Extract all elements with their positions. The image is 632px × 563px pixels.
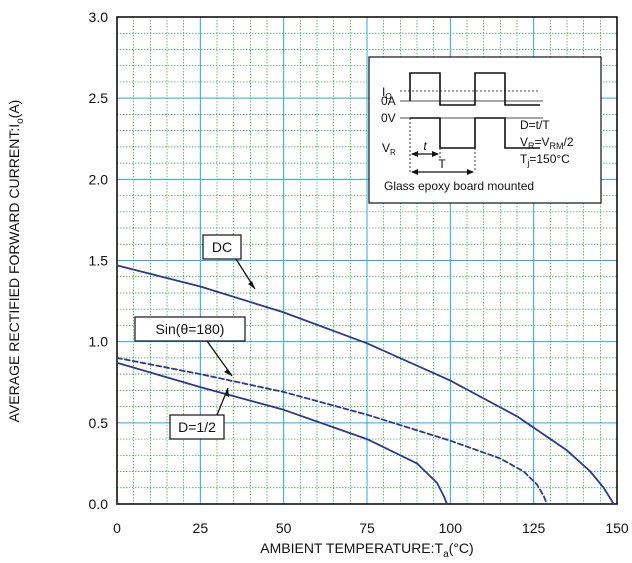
inset-t-small: t (423, 139, 427, 153)
callout-d-half: D=1/2 (169, 387, 229, 440)
y-tick-label: 2.5 (89, 90, 109, 106)
series-layer (116, 264, 615, 505)
callout-sin-label: Sin(θ=180) (156, 321, 225, 337)
inset-vr-eq-a: V (520, 135, 528, 149)
series-line-1 (116, 356, 548, 505)
inset-vr-eq-b: =V (535, 135, 550, 149)
callout-d-half-arrowhead (225, 388, 229, 397)
waveform-inset: IO 0A 0V VR t T D=t/T VR=VRM/2 Tj=150°C … (368, 56, 602, 204)
inset-bigt-arrowhead-right (467, 169, 474, 175)
x-tick-label: 50 (276, 520, 292, 536)
inset-vr-label: VR (382, 141, 396, 157)
y-tick-label: 1.5 (89, 253, 109, 269)
callout-d-half-box (169, 414, 225, 440)
inset-io-label: IO (382, 85, 392, 101)
callout-dc: DC (202, 234, 256, 290)
inset-frame (368, 56, 602, 204)
inset-zero-v-label: 0V (381, 111, 396, 125)
x-tick-labels: 0 25 50 75 100 125 150 (113, 520, 629, 536)
y-tick-label: 2.0 (89, 171, 109, 187)
x-axis-title-unit: (°C) (449, 540, 474, 556)
y-tick-label: 1.0 (89, 334, 109, 350)
x-axis-title: AMBIENT TEMPERATURE:Ta(°C) (260, 540, 473, 560)
callout-sin: Sin(θ=180) (134, 316, 246, 377)
x-tick-label: 25 (193, 520, 209, 536)
callout-d-half-label: D=1/2 (178, 419, 216, 435)
y-axis-title-unit: (A) (6, 100, 22, 119)
y-tick-label: 3.0 (89, 9, 109, 25)
x-tick-label: 125 (522, 520, 546, 536)
inset-bigt-arrowhead-left (411, 169, 418, 175)
inset-vr-main: V (382, 141, 390, 155)
inset-vr-sub: R (390, 148, 396, 157)
callout-dc-arrowhead (248, 281, 255, 289)
x-tick-label: 150 (605, 520, 629, 536)
series-line-2 (116, 361, 448, 505)
y-axis-title-main: AVERAGE RECTIFIED FORWARD CURRENT:I (6, 124, 22, 422)
y-axis-title: AVERAGE RECTIFIED FORWARD CURRENT:Io(A) (6, 100, 26, 423)
inset-io-main: I (382, 85, 385, 99)
y-tick-label: 0.0 (89, 496, 109, 512)
plot-frame (116, 16, 618, 505)
x-tick-label: 0 (113, 520, 121, 536)
inset-t-big: T (438, 157, 446, 171)
inset-tj-sub: j (526, 158, 529, 168)
inset-vr-eq-sub1: R (528, 141, 535, 151)
x-axis-title-sub: a (443, 549, 449, 560)
inset-caption: Glass epoxy board mounted (384, 179, 534, 193)
inset-t-arrowhead-right (432, 151, 439, 157)
inset-vr-eq-sub2: RM (550, 141, 564, 151)
inset-t-arrowhead-left (411, 151, 418, 157)
inset-zero-a-label: 0A (381, 94, 396, 108)
callout-dc-box (202, 234, 242, 260)
inset-voltage-wave (410, 117, 540, 149)
y-tick-labels: 0.0 0.5 1.0 1.5 2.0 2.5 3.0 (89, 9, 109, 512)
callout-sin-arrowhead (224, 369, 232, 376)
inset-tj-equation: Tj=150°C (520, 152, 570, 168)
callout-dc-label: DC (212, 239, 232, 255)
inset-current-wave (409, 72, 540, 106)
inset-tj-a: T (520, 152, 528, 166)
x-tick-label: 100 (439, 520, 463, 536)
inset-vr-equation: VR=VRM/2 (520, 135, 574, 151)
y-tick-label: 0.5 (89, 415, 109, 431)
series-line-0 (116, 264, 615, 505)
y-axis-title-sub: o (15, 118, 26, 124)
inset-io-sub: O (385, 92, 391, 101)
inset-d-equation: D=t/T (520, 118, 550, 132)
x-axis-title-main: AMBIENT TEMPERATURE:T (260, 540, 443, 556)
inset-vr-eq-c: /2 (564, 135, 574, 149)
callout-sin-box (134, 316, 246, 342)
x-tick-label: 75 (359, 520, 375, 536)
inset-tj-b: =150°C (529, 152, 570, 166)
